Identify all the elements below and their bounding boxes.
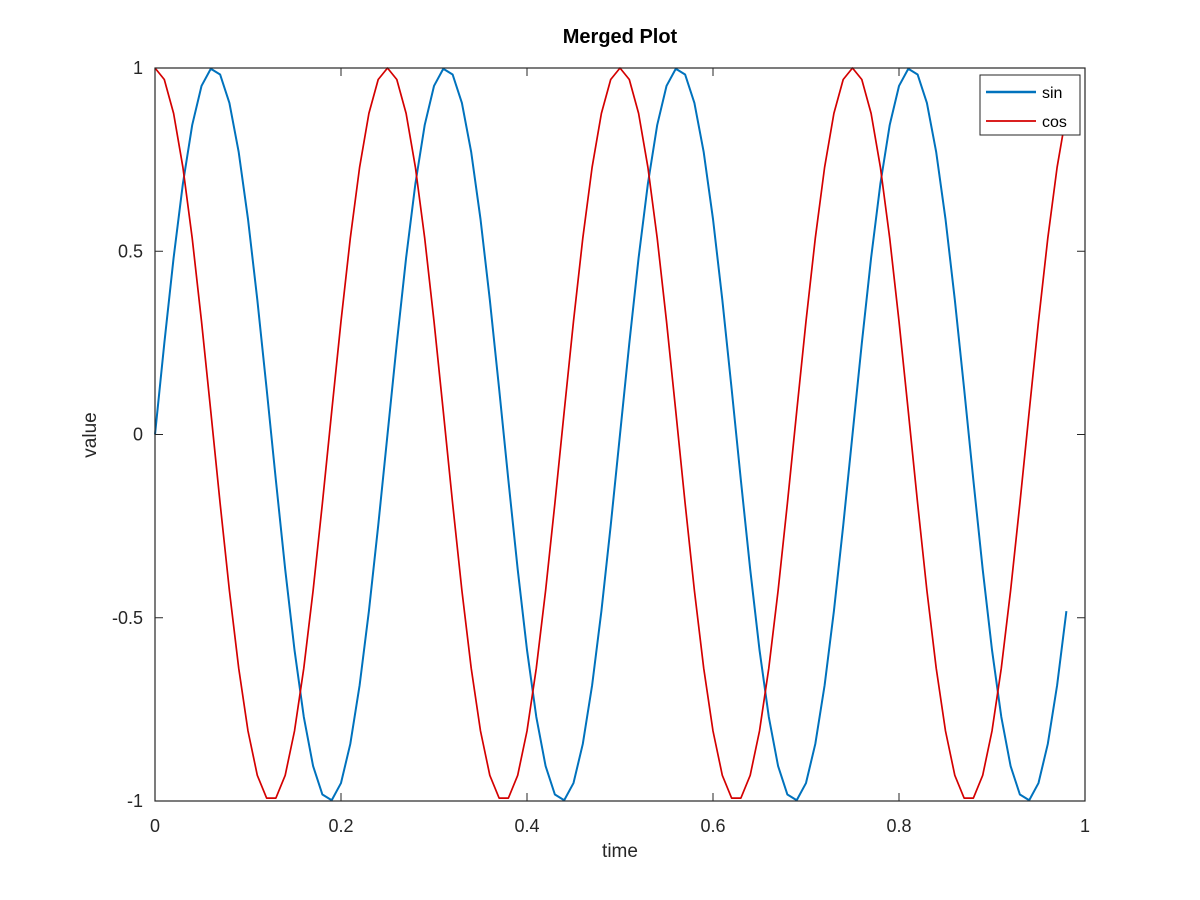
y-tick-label: -0.5 bbox=[112, 608, 143, 628]
series-group bbox=[154, 67, 1068, 802]
x-axis-label: time bbox=[602, 841, 638, 862]
x-tick-label: 0.6 bbox=[700, 816, 725, 836]
series-line-cos bbox=[154, 67, 1068, 799]
y-tick-label: 1 bbox=[133, 58, 143, 78]
y-axis-label: value bbox=[80, 412, 101, 457]
y-tick-label: -1 bbox=[127, 791, 143, 811]
x-tick-label: 0.4 bbox=[514, 816, 539, 836]
legend-box bbox=[979, 74, 1081, 136]
x-tick-label: 1 bbox=[1080, 816, 1090, 836]
y-axis-ticks: -1 -0.5 0 0.5 1 bbox=[112, 58, 1085, 811]
legend-label-sin: sin bbox=[1042, 85, 1062, 102]
x-axis-ticks: 0 0.2 0.4 0.6 0.8 1 bbox=[150, 68, 1090, 836]
series-line-sin bbox=[154, 67, 1068, 802]
x-tick-label: 0.2 bbox=[328, 816, 353, 836]
chart-title: Merged Plot bbox=[563, 26, 678, 48]
x-tick-label: 0 bbox=[150, 816, 160, 836]
x-tick-label: 0.8 bbox=[886, 816, 911, 836]
y-tick-label: 0 bbox=[133, 425, 143, 445]
y-tick-label: 0.5 bbox=[118, 241, 143, 261]
legend-label-cos: cos bbox=[1042, 114, 1067, 131]
legend: sin cos bbox=[979, 74, 1081, 136]
plot-area: 0 0.2 0.4 0.6 0.8 1 -1 -0.5 0 0.5 1 bbox=[112, 58, 1090, 836]
